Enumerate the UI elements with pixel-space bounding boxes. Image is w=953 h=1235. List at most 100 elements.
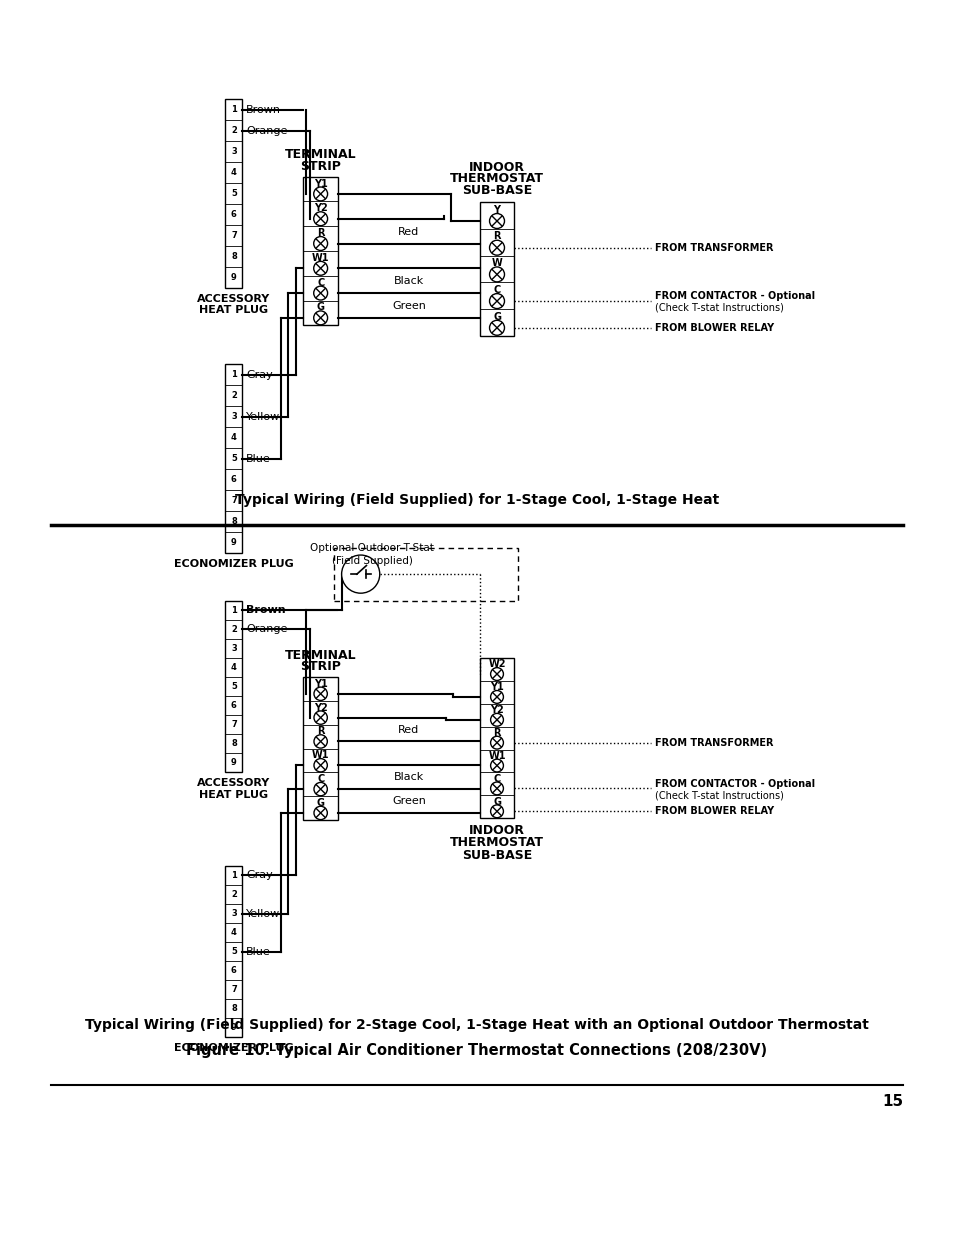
- Text: Y2: Y2: [490, 705, 503, 715]
- Text: 9: 9: [231, 538, 236, 547]
- Circle shape: [314, 783, 327, 795]
- Text: 4: 4: [231, 433, 236, 442]
- Circle shape: [490, 782, 503, 795]
- Text: 8: 8: [231, 1004, 236, 1014]
- Text: 4: 4: [231, 663, 236, 672]
- Bar: [225, 866, 242, 1037]
- Text: 7: 7: [231, 986, 236, 994]
- Circle shape: [314, 758, 327, 772]
- Text: Y: Y: [493, 205, 500, 215]
- Text: W1: W1: [312, 750, 329, 761]
- Text: SUB-BASE: SUB-BASE: [461, 848, 532, 862]
- Text: SUB-BASE: SUB-BASE: [461, 184, 532, 196]
- Circle shape: [489, 267, 504, 282]
- Text: FROM BLOWER RELAY: FROM BLOWER RELAY: [655, 322, 774, 332]
- Text: C: C: [316, 278, 324, 288]
- Circle shape: [489, 241, 504, 256]
- Bar: [334, 548, 517, 600]
- Text: G: G: [316, 303, 324, 312]
- Text: C: C: [493, 774, 500, 784]
- Text: Blue: Blue: [246, 453, 271, 464]
- Text: 1: 1: [231, 871, 236, 879]
- Text: W: W: [491, 258, 502, 268]
- Circle shape: [314, 735, 327, 748]
- Text: TERMINAL: TERMINAL: [285, 648, 356, 662]
- Text: THERMOSTAT: THERMOSTAT: [450, 836, 543, 850]
- Text: 1: 1: [231, 370, 236, 379]
- Text: FROM TRANSFORMER: FROM TRANSFORMER: [655, 737, 773, 747]
- Bar: [303, 177, 337, 325]
- Text: THERMOSTAT: THERMOSTAT: [450, 172, 543, 185]
- Text: G: G: [316, 798, 324, 808]
- Circle shape: [341, 555, 379, 593]
- Text: 9: 9: [231, 1024, 236, 1032]
- Text: Brown: Brown: [246, 605, 286, 615]
- Circle shape: [314, 287, 327, 300]
- Text: Red: Red: [397, 725, 419, 735]
- Text: 5: 5: [231, 189, 236, 199]
- Text: C: C: [316, 774, 324, 784]
- Text: 7: 7: [231, 720, 236, 729]
- Text: INDOOR: INDOOR: [469, 161, 524, 174]
- Text: Y1: Y1: [490, 682, 503, 693]
- Text: Y1: Y1: [314, 679, 327, 689]
- Text: 4: 4: [231, 927, 236, 937]
- Text: 9: 9: [231, 758, 236, 767]
- Text: 3: 3: [231, 412, 236, 421]
- Text: STRIP: STRIP: [300, 661, 341, 673]
- Text: FROM TRANSFORMER: FROM TRANSFORMER: [655, 243, 773, 253]
- Text: HEAT PLUG: HEAT PLUG: [199, 789, 268, 799]
- Text: INDOOR: INDOOR: [469, 824, 524, 837]
- Circle shape: [490, 714, 503, 726]
- Text: Y1: Y1: [314, 179, 327, 189]
- Text: Yellow: Yellow: [246, 411, 280, 422]
- Text: STRIP: STRIP: [300, 159, 341, 173]
- Text: Brown: Brown: [246, 105, 281, 115]
- Circle shape: [490, 668, 503, 680]
- Text: 9: 9: [231, 273, 236, 282]
- Text: Typical Wiring (Field Supplied) for 1-Stage Cool, 1-Stage Heat: Typical Wiring (Field Supplied) for 1-St…: [234, 493, 719, 506]
- Text: 6: 6: [231, 701, 236, 710]
- Text: R: R: [493, 729, 500, 739]
- Text: FROM BLOWER RELAY: FROM BLOWER RELAY: [655, 806, 774, 816]
- Text: W2: W2: [488, 659, 505, 669]
- Text: (Check T-stat Instructions): (Check T-stat Instructions): [655, 303, 783, 312]
- Circle shape: [314, 237, 327, 251]
- Text: ECONOMIZER PLUG: ECONOMIZER PLUG: [173, 559, 294, 569]
- Text: 1: 1: [231, 105, 236, 115]
- Bar: [303, 677, 337, 820]
- Bar: [225, 99, 242, 288]
- Text: ACCESSORY: ACCESSORY: [197, 778, 271, 788]
- Text: (Field Supplied): (Field Supplied): [332, 556, 412, 566]
- Text: ACCESSORY: ACCESSORY: [197, 294, 271, 304]
- Bar: [225, 364, 242, 553]
- Circle shape: [314, 186, 327, 201]
- Circle shape: [314, 262, 327, 275]
- Text: 3: 3: [231, 147, 236, 157]
- Text: W1: W1: [312, 253, 329, 263]
- Text: R: R: [316, 726, 324, 736]
- Circle shape: [490, 805, 503, 818]
- Text: 2: 2: [231, 625, 236, 634]
- Text: G: G: [493, 797, 500, 806]
- Text: 2: 2: [231, 890, 236, 899]
- Text: Y2: Y2: [314, 703, 327, 713]
- Text: Orange: Orange: [246, 126, 288, 136]
- Circle shape: [314, 687, 327, 700]
- Text: Gray: Gray: [246, 369, 273, 380]
- Circle shape: [314, 311, 327, 325]
- Text: 15: 15: [882, 1094, 902, 1109]
- Text: W1: W1: [488, 751, 505, 761]
- Text: 8: 8: [231, 740, 236, 748]
- Text: FROM CONTACTOR - Optional: FROM CONTACTOR - Optional: [655, 291, 815, 301]
- Text: 1: 1: [231, 606, 236, 615]
- Text: Black: Black: [394, 772, 423, 783]
- Text: Blue: Blue: [246, 947, 271, 957]
- Text: 3: 3: [231, 909, 236, 918]
- Circle shape: [489, 214, 504, 228]
- Text: Yellow: Yellow: [246, 909, 280, 919]
- Text: Gray: Gray: [246, 871, 273, 881]
- Text: 4: 4: [231, 168, 236, 178]
- Text: TERMINAL: TERMINAL: [285, 148, 356, 162]
- Circle shape: [314, 711, 327, 724]
